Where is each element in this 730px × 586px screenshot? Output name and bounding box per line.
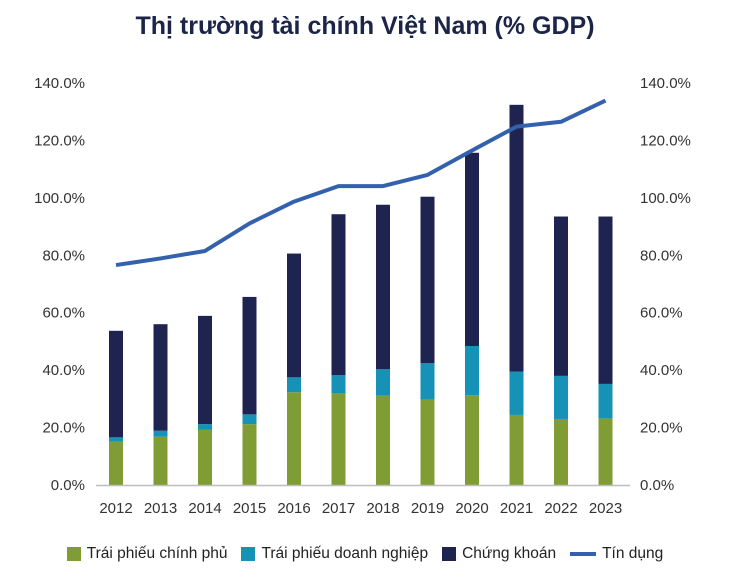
y-tick-label: 40.0% [42,362,85,379]
bar-trái-phiếu-chính-phủ-2023 [598,418,613,485]
bar-chứng-khoán-2013 [153,324,168,431]
y-tick-label: 120.0% [34,132,85,149]
bar-trái-phiếu-doanh-nghiệp-2017 [331,375,346,394]
y2-tick-label: 0.0% [640,477,674,494]
bar-chứng-khoán-2014 [198,315,212,425]
y-tick-label: 20.0% [42,420,85,437]
x-tick-label: 2021 [500,500,533,517]
chart-title: Thị trường tài chính Việt Nam (% GDP) [135,12,595,40]
bar-trái-phiếu-chính-phủ-2012 [109,441,123,485]
bar-trái-phiếu-chính-phủ-2014 [198,429,212,485]
bar-chứng-khoán-2022 [554,216,568,376]
legend-swatch [66,547,81,561]
legend-label: Chứng khoán [462,545,557,562]
bar-trái-phiếu-chính-phủ-2022 [554,418,568,485]
y2-tick-label: 40.0% [640,362,683,379]
bar-chứng-khoán-2021 [509,104,524,372]
bar-trái-phiếu-chính-phủ-2016 [287,392,301,485]
legend-swatch [570,552,597,556]
y2-tick-label: 120.0% [640,132,691,149]
bar-trái-phiếu-doanh-nghiệp-2015 [242,414,257,425]
y-tick-label: 0.0% [51,477,85,494]
y-tick-label: 60.0% [42,305,85,322]
bar-trái-phiếu-chính-phủ-2018 [376,395,390,485]
bar-chứng-khoán-2015 [242,296,257,415]
bar-chứng-khoán-2018 [376,204,390,370]
y-tick-label: 140.0% [34,75,85,92]
x-tick-label: 2023 [589,500,622,517]
legend-item: Trái phiếu doanh nghiệp [241,545,428,563]
x-tick-label: 2017 [322,500,355,517]
y-tick-label: 100.0% [34,190,85,207]
y2-tick-label: 60.0% [640,305,683,322]
bar-trái-phiếu-chính-phủ-2017 [331,393,346,485]
legend: Trái phiếu chính phủ Trái phiếu doanh ngh… [0,545,730,563]
bar-chứng-khoán-2020 [465,152,479,347]
legend-label: Trái phiếu doanh nghiệp [261,545,429,562]
legend-item: Chứng khoán [442,545,556,563]
bar-trái-phiếu-doanh-nghiệp-2016 [287,377,301,393]
bar-trái-phiếu-doanh-nghiệp-2014 [198,424,212,430]
bar-trái-phiếu-chính-phủ-2015 [242,424,257,485]
bar-trái-phiếu-doanh-nghiệp-2022 [554,375,568,419]
legend-label: Tín dụng [602,545,664,562]
bar-chứng-khoán-2012 [109,330,123,438]
bar-trái-phiếu-doanh-nghiệp-2020 [465,346,479,396]
bar-chứng-khoán-2019 [420,196,435,364]
x-tick-label: 2022 [544,500,577,517]
bar-trái-phiếu-doanh-nghiệp-2018 [376,369,390,396]
y-tick-label: 80.0% [42,247,85,264]
x-tick-label: 2019 [411,500,444,517]
bar-trái-phiếu-chính-phủ-2020 [465,395,479,485]
x-tick-label: 2013 [144,500,177,517]
legend-swatch [241,547,256,561]
y2-tick-label: 80.0% [640,247,683,264]
legend-item: Tín dụng [570,545,663,563]
bar-trái-phiếu-doanh-nghiệp-2013 [153,430,168,437]
bar-trái-phiếu-chính-phủ-2021 [509,414,524,485]
x-tick-label: 2014 [188,500,221,517]
bar-chứng-khoán-2017 [331,214,346,376]
x-tick-label: 2012 [99,500,132,517]
bar-trái-phiếu-chính-phủ-2019 [420,399,435,485]
x-tick-label: 2016 [277,500,310,517]
bar-trái-phiếu-chính-phủ-2013 [153,436,168,485]
y2-tick-label: 140.0% [640,75,691,92]
bar-trái-phiếu-doanh-nghiệp-2019 [420,363,435,400]
bar-chứng-khoán-2016 [287,253,301,378]
bar-chứng-khoán-2023 [598,216,613,384]
bar-trái-phiếu-doanh-nghiệp-2021 [509,371,524,415]
y2-tick-label: 100.0% [640,190,691,207]
bar-trái-phiếu-doanh-nghiệp-2012 [109,437,123,442]
x-tick-label: 2015 [233,500,266,517]
legend-swatch [442,547,457,561]
x-tick-label: 2018 [366,500,399,517]
bar-trái-phiếu-doanh-nghiệp-2023 [598,383,613,419]
legend-label: Trái phiếu chính phủ [86,545,228,562]
line-series-tin-dung [115,98,607,268]
y2-tick-label: 20.0% [640,420,683,437]
legend-item: Trái phiếu chính phủ [66,545,228,563]
x-tick-label: 2020 [455,500,488,517]
